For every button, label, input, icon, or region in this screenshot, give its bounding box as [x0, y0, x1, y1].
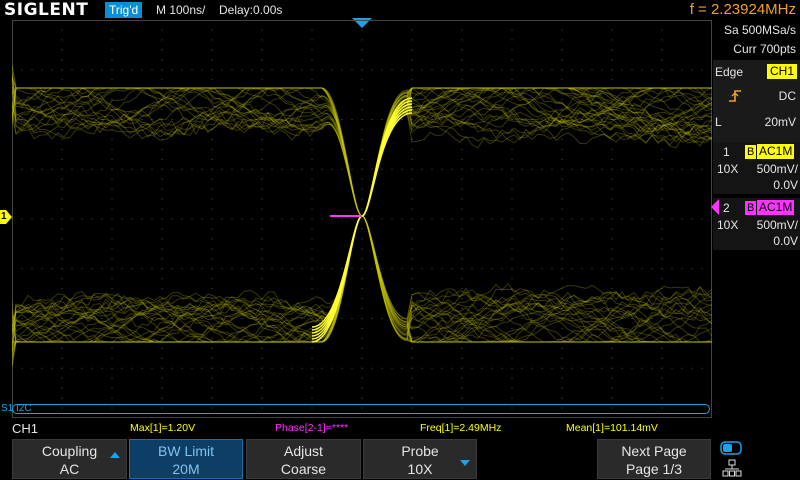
- measure-freq: Freq[1]=2.49MHz: [420, 422, 502, 434]
- ch2-scale: 500mV/: [756, 218, 798, 232]
- probe-softkey-title: Probe: [401, 443, 439, 459]
- ch1-number: 1: [723, 145, 730, 159]
- ch1-waveform-persistence: [12, 65, 712, 368]
- brand-logo: SIGLENT: [4, 0, 89, 20]
- measure-mean: Mean[1]=101.14mV: [566, 422, 658, 434]
- trigger-panel[interactable]: Edge CH1 DC L 20mV: [713, 60, 800, 158]
- frequency-counter: f = 2.23924MHz: [689, 1, 796, 18]
- next-page-softkey[interactable]: Next Page Page 1/3: [597, 439, 711, 479]
- timebase-readout: M 100ns/: [156, 3, 206, 17]
- bus-label: S1 I2C: [1, 403, 32, 414]
- ch2-number: 2: [723, 201, 730, 215]
- ch1-scale: 500mV/: [756, 162, 798, 176]
- ch1-marker-label: 1: [1, 211, 7, 222]
- bus-decode-bar[interactable]: [12, 404, 710, 414]
- top-status-bar: SIGLENT Trig'd M 100ns/ Delay:0.00s f = …: [0, 0, 800, 20]
- adjust-softkey-value: Coarse: [280, 461, 327, 477]
- ch1-offset: 0.0V: [773, 178, 798, 192]
- current-channel-label: CH1: [12, 421, 39, 436]
- down-arrow-icon: [460, 460, 470, 466]
- bw-limit-softkey-value: 20M: [172, 461, 200, 477]
- up-arrow-icon: [110, 452, 120, 458]
- memory-depth: Curr 700pts: [733, 42, 796, 56]
- toggle-icon[interactable]: [720, 441, 742, 455]
- ch1-settings-panel[interactable]: 1 B AC1M 10X 500mV/ 0.0V: [713, 142, 800, 194]
- trigger-level-label: L: [715, 115, 722, 129]
- probe-softkey[interactable]: Probe 10X: [363, 439, 477, 479]
- adjust-softkey-title: Adjust: [284, 443, 323, 459]
- measure-max: Max[1]=1.20V: [130, 422, 196, 434]
- adjust-softkey[interactable]: Adjust Coarse: [246, 439, 361, 479]
- delay-readout: Delay:0.00s: [219, 3, 283, 17]
- ch2-selected-icon: [711, 199, 719, 215]
- trigger-coupling: DC: [778, 89, 796, 103]
- ch2-settings-panel[interactable]: 2 B AC1M 10X 500mV/ 0.0V: [711, 198, 800, 250]
- right-info-panel: Sa 500MSa/s Curr 700pts Edge CH1 DC L 20…: [711, 20, 800, 420]
- softkey-menu: Coupling AC BW Limit 20M Adjust Coarse P…: [0, 437, 800, 480]
- ch1-marker-icon: [0, 210, 12, 224]
- trigger-status-badge: Trig'd: [105, 2, 143, 18]
- rising-edge-icon: [729, 90, 741, 102]
- trigger-source-badge: CH1: [766, 64, 797, 79]
- coupling-softkey-title: Coupling: [41, 443, 98, 459]
- waveform-display[interactable]: [12, 20, 712, 418]
- trigger-type: Edge: [715, 65, 744, 79]
- ch2-bw-flag: B: [745, 201, 757, 215]
- next-page-softkey-title: Next Page: [621, 443, 687, 459]
- ch2-offset: 0.0V: [773, 234, 798, 248]
- measure-phase: Phase[2-1]=****: [275, 422, 349, 434]
- sample-rate: Sa 500MSa/s: [723, 23, 796, 37]
- bw-limit-softkey-title: BW Limit: [158, 443, 214, 459]
- coupling-softkey-value: AC: [59, 461, 80, 477]
- measurement-bar: CH1 Max[1]=1.20V Phase[2-1]=**** Freq[1]…: [0, 420, 800, 437]
- coupling-softkey[interactable]: Coupling AC: [12, 439, 127, 479]
- graticule: [12, 20, 712, 418]
- ch1-coupling: AC1M: [757, 144, 795, 159]
- ch2-probe: 10X: [717, 218, 739, 232]
- probe-softkey-value: 10X: [407, 461, 433, 477]
- ch1-bw-flag: B: [745, 145, 757, 159]
- network-icon[interactable]: [722, 459, 742, 477]
- ch1-probe: 10X: [717, 162, 739, 176]
- trigger-level-value: 20mV: [764, 115, 796, 129]
- ch2-coupling: AC1M: [757, 200, 795, 215]
- next-page-softkey-value: Page 1/3: [625, 461, 683, 477]
- bw-limit-softkey[interactable]: BW Limit 20M: [129, 439, 243, 479]
- ch1-level-marker[interactable]: 1: [0, 210, 12, 224]
